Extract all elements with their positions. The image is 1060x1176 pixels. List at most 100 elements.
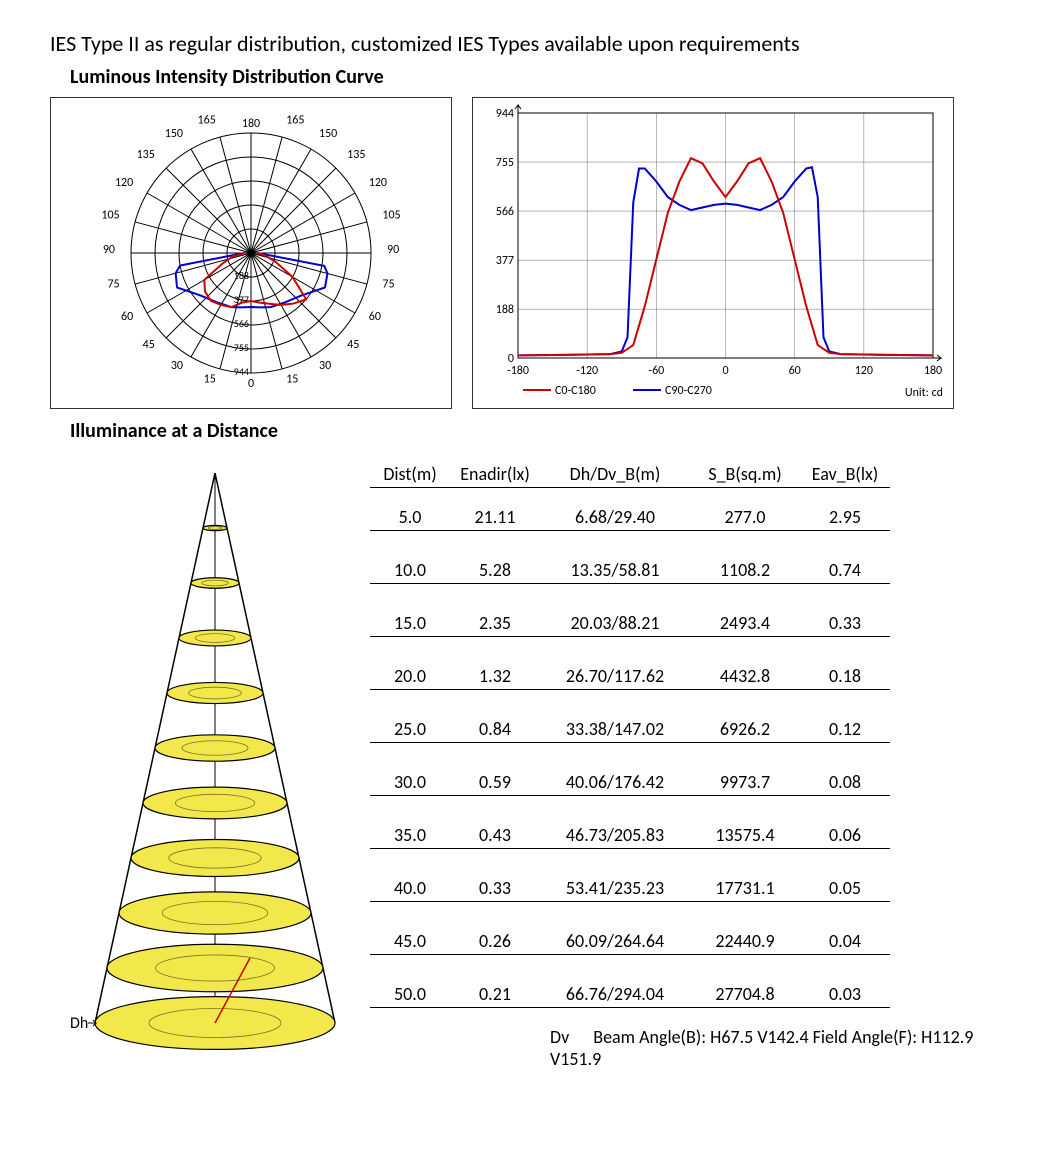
table-cell: 2493.4 [690,612,800,637]
table-cell: 0.12 [800,718,890,743]
svg-text:-120: -120 [576,364,598,378]
table-cell: 2.95 [800,506,890,531]
table-row: 25.00.8433.38/147.026926.20.12 [370,718,1010,743]
table-cell: 25.0 [370,718,450,743]
charts-row: 0151530304545606075759090105105120120135… [50,97,1010,409]
table-cell: 35.0 [370,824,450,849]
table-cell: 46.73/205.83 [540,824,690,849]
table-cell: 0.03 [800,983,890,1008]
table-row: 20.01.3226.70/117.624432.80.18 [370,665,1010,690]
svg-text:150: 150 [319,127,337,141]
table-cell: 0.74 [800,559,890,584]
svg-text:30: 30 [319,359,331,373]
table-cell: 0.04 [800,930,890,955]
table-cell: 33.38/147.02 [540,718,690,743]
svg-text:60: 60 [369,310,381,324]
table-row: 35.00.4346.73/205.8313575.40.06 [370,824,1010,849]
table-cell: 26.70/117.62 [540,665,690,690]
table-cell: 277.0 [690,506,800,531]
table-cell: 0.84 [450,718,540,743]
table-cell: 9973.7 [690,771,800,796]
table-cell: 50.0 [370,983,450,1008]
svg-text:120: 120 [369,176,387,190]
table-cell: 0.33 [450,877,540,902]
table-cell: 27704.8 [690,983,800,1008]
table-row: 50.00.2166.76/294.0427704.80.03 [370,983,1010,1008]
section1-title: Luminous Intensity Distribution Curve [70,65,1010,89]
svg-text:180: 180 [242,117,260,131]
svg-text:180: 180 [924,364,942,378]
svg-text:0: 0 [248,377,254,391]
table-cell: 13575.4 [690,824,800,849]
table-cell: 45.0 [370,930,450,955]
svg-text:60: 60 [789,364,801,378]
svg-text:135: 135 [347,148,365,162]
table-cell: 0.18 [800,665,890,690]
header-text: IES Type II as regular distribution, cus… [50,30,1010,57]
table-header-row: Dist(m)Enadir(lx)Dh/Dv_B(m)S_B(sq.m)Eav_… [370,453,1010,488]
svg-text:-60: -60 [648,364,664,378]
svg-text:30: 30 [171,359,183,373]
svg-text:755: 755 [496,156,514,170]
svg-text:60: 60 [121,310,133,324]
table-cell: 22440.9 [690,930,800,955]
table-cell: 0.08 [800,771,890,796]
table-cell: 53.41/235.23 [540,877,690,902]
svg-text:0: 0 [722,364,728,378]
dv-label: Dv [550,1026,569,1048]
svg-text:90: 90 [387,243,399,257]
table-header: Dh/Dv_B(m) [540,463,690,488]
table-row: 45.00.2660.09/264.6422440.90.04 [370,930,1010,955]
table-cell: 0.26 [450,930,540,955]
beam-angle-footer: Dv Beam Angle(B): H67.5 V142.4 Field Ang… [550,1026,1010,1070]
section2-title: Illuminance at a Distance [70,419,1010,443]
svg-text:75: 75 [107,278,119,292]
svg-text:15: 15 [204,372,216,386]
svg-text:-180: -180 [507,364,529,378]
svg-text:566: 566 [234,317,249,330]
table-cell: 20.0 [370,665,450,690]
line-chart: -180-120-600601201800188377566755944C0-C… [472,97,954,409]
table-cell: 40.06/176.42 [540,771,690,796]
table-cell: 40.0 [370,877,450,902]
table-cell: 0.33 [800,612,890,637]
table-cell: 6.68/29.40 [540,506,690,531]
svg-text:755: 755 [234,341,249,354]
table-cell: 0.06 [800,824,890,849]
table-header: S_B(sq.m) [690,463,800,488]
svg-text:944: 944 [234,365,249,378]
table-row: 10.05.2813.35/58.811108.20.74 [370,559,1010,584]
svg-text:566: 566 [496,205,514,219]
svg-text:105: 105 [382,208,400,222]
table-cell: 0.43 [450,824,540,849]
svg-text:105: 105 [101,208,119,222]
table-cell: 0.05 [800,877,890,902]
table-cell: 66.76/294.04 [540,983,690,1008]
svg-text:0: 0 [508,352,514,366]
table-cell: 15.0 [370,612,450,637]
table-cell: 10.0 [370,559,450,584]
table-cell: 5.0 [370,506,450,531]
svg-text:120: 120 [115,176,133,190]
svg-text:165: 165 [198,114,216,128]
illuminance-table: Dist(m)Enadir(lx)Dh/Dv_B(m)S_B(sq.m)Eav_… [370,453,1010,1070]
svg-text:377: 377 [496,254,514,268]
table-cell: 2.35 [450,612,540,637]
table-cell: 21.11 [450,506,540,531]
table-cell: 17731.1 [690,877,800,902]
svg-text:C0-C180: C0-C180 [555,384,596,398]
svg-text:C90-C270: C90-C270 [665,384,712,398]
svg-text:188: 188 [234,269,249,282]
table-header: Dist(m) [370,463,450,488]
table-cell: 0.59 [450,771,540,796]
table-header: Eav_B(lx) [800,463,890,488]
svg-text:Unit: cd: Unit: cd [905,386,943,400]
svg-text:165: 165 [286,114,304,128]
table-cell: 13.35/58.81 [540,559,690,584]
table-cell: 20.03/88.21 [540,612,690,637]
svg-text:150: 150 [165,127,183,141]
table-row: 15.02.3520.03/88.212493.40.33 [370,612,1010,637]
svg-text:135: 135 [137,148,155,162]
svg-text:75: 75 [382,278,394,292]
table-cell: 0.21 [450,983,540,1008]
